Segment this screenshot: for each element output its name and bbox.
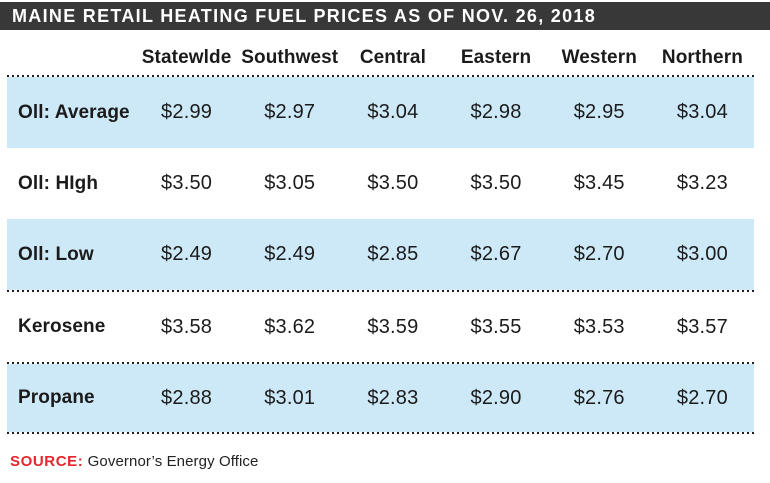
table-header-row: Statewlde Southwest Central Eastern West… — [7, 30, 754, 75]
price-cell: $2.67 — [470, 243, 522, 265]
row-label: Oll: Average — [18, 101, 130, 123]
price-cell: $3.23 — [676, 172, 728, 194]
price-cell: $3.04 — [367, 101, 419, 123]
price-cell: $3.53 — [573, 315, 625, 338]
price-cell: $3.62 — [264, 315, 316, 338]
price-cell: $2.97 — [264, 101, 316, 123]
column-header-statewide: Statewlde — [141, 47, 232, 68]
price-cell: $3.50 — [161, 172, 213, 194]
table-row-oil-high: Oll: HIgh $3.50 $3.05 $3.50 $3.50 $3.45 … — [7, 148, 754, 219]
price-cell: $3.58 — [161, 315, 213, 338]
price-cell: $2.49 — [264, 243, 316, 265]
price-cell: $3.00 — [676, 243, 728, 265]
price-cell: $3.04 — [676, 101, 728, 123]
price-cell: $2.83 — [367, 386, 419, 409]
title-bar: MAINE RETAIL HEATING FUEL PRICES AS OF N… — [0, 2, 770, 30]
row-divider — [7, 75, 754, 77]
price-cell: $3.05 — [264, 172, 316, 194]
row-divider — [7, 432, 754, 434]
column-header-northern: Northern — [661, 47, 743, 68]
row-label: Propane — [18, 387, 95, 408]
table-row-oil-average: Oll: Average $2.99 $2.97 $3.04 $2.98 $2.… — [7, 77, 754, 148]
source-text: Governor’s Energy Office — [87, 453, 259, 470]
price-cell: $2.98 — [470, 101, 522, 123]
corner-cell — [7, 69, 135, 75]
column-header-central: Central — [359, 47, 426, 68]
price-cell: $2.70 — [676, 386, 728, 409]
price-cell: $3.57 — [676, 315, 728, 338]
price-cell: $3.55 — [470, 315, 522, 338]
row-divider — [7, 362, 754, 364]
price-cell: $2.76 — [573, 386, 625, 409]
row-label: Kerosene — [18, 316, 106, 337]
table-row-kerosene: Kerosene $3.58 $3.62 $3.59 $3.55 $3.53 $… — [7, 292, 754, 362]
column-header-southwest: Southwest — [241, 47, 339, 68]
source-line: SOURCE: Governor’s Energy Office — [10, 453, 770, 470]
fuel-price-table: Statewlde Southwest Central Eastern West… — [7, 30, 754, 434]
table-row-propane: Propane $2.88 $3.01 $2.83 $2.90 $2.76 $2… — [7, 364, 754, 432]
row-divider — [7, 290, 754, 292]
price-cell: $3.59 — [367, 315, 419, 338]
price-cell: $2.70 — [573, 243, 625, 265]
table-row-oil-low: Oll: Low $2.49 $2.49 $2.85 $2.67 $2.70 $… — [7, 219, 754, 290]
price-cell: $2.88 — [161, 386, 213, 409]
row-label: Oll: Low — [18, 243, 94, 265]
column-header-eastern: Eastern — [460, 47, 532, 68]
row-label: Oll: HIgh — [18, 172, 99, 194]
price-cell: $2.90 — [470, 386, 522, 409]
price-cell: $2.49 — [161, 243, 213, 265]
source-label: SOURCE: — [10, 453, 84, 470]
price-cell: $3.50 — [367, 172, 419, 194]
page-title: MAINE RETAIL HEATING FUEL PRICES AS OF N… — [12, 5, 597, 26]
price-cell: $2.85 — [367, 243, 419, 265]
price-cell: $3.01 — [264, 386, 316, 409]
price-cell: $2.99 — [161, 101, 213, 123]
price-cell: $3.45 — [573, 172, 625, 194]
price-cell: $3.50 — [470, 172, 522, 194]
column-header-western: Western — [561, 47, 637, 68]
price-cell: $2.95 — [573, 101, 625, 123]
